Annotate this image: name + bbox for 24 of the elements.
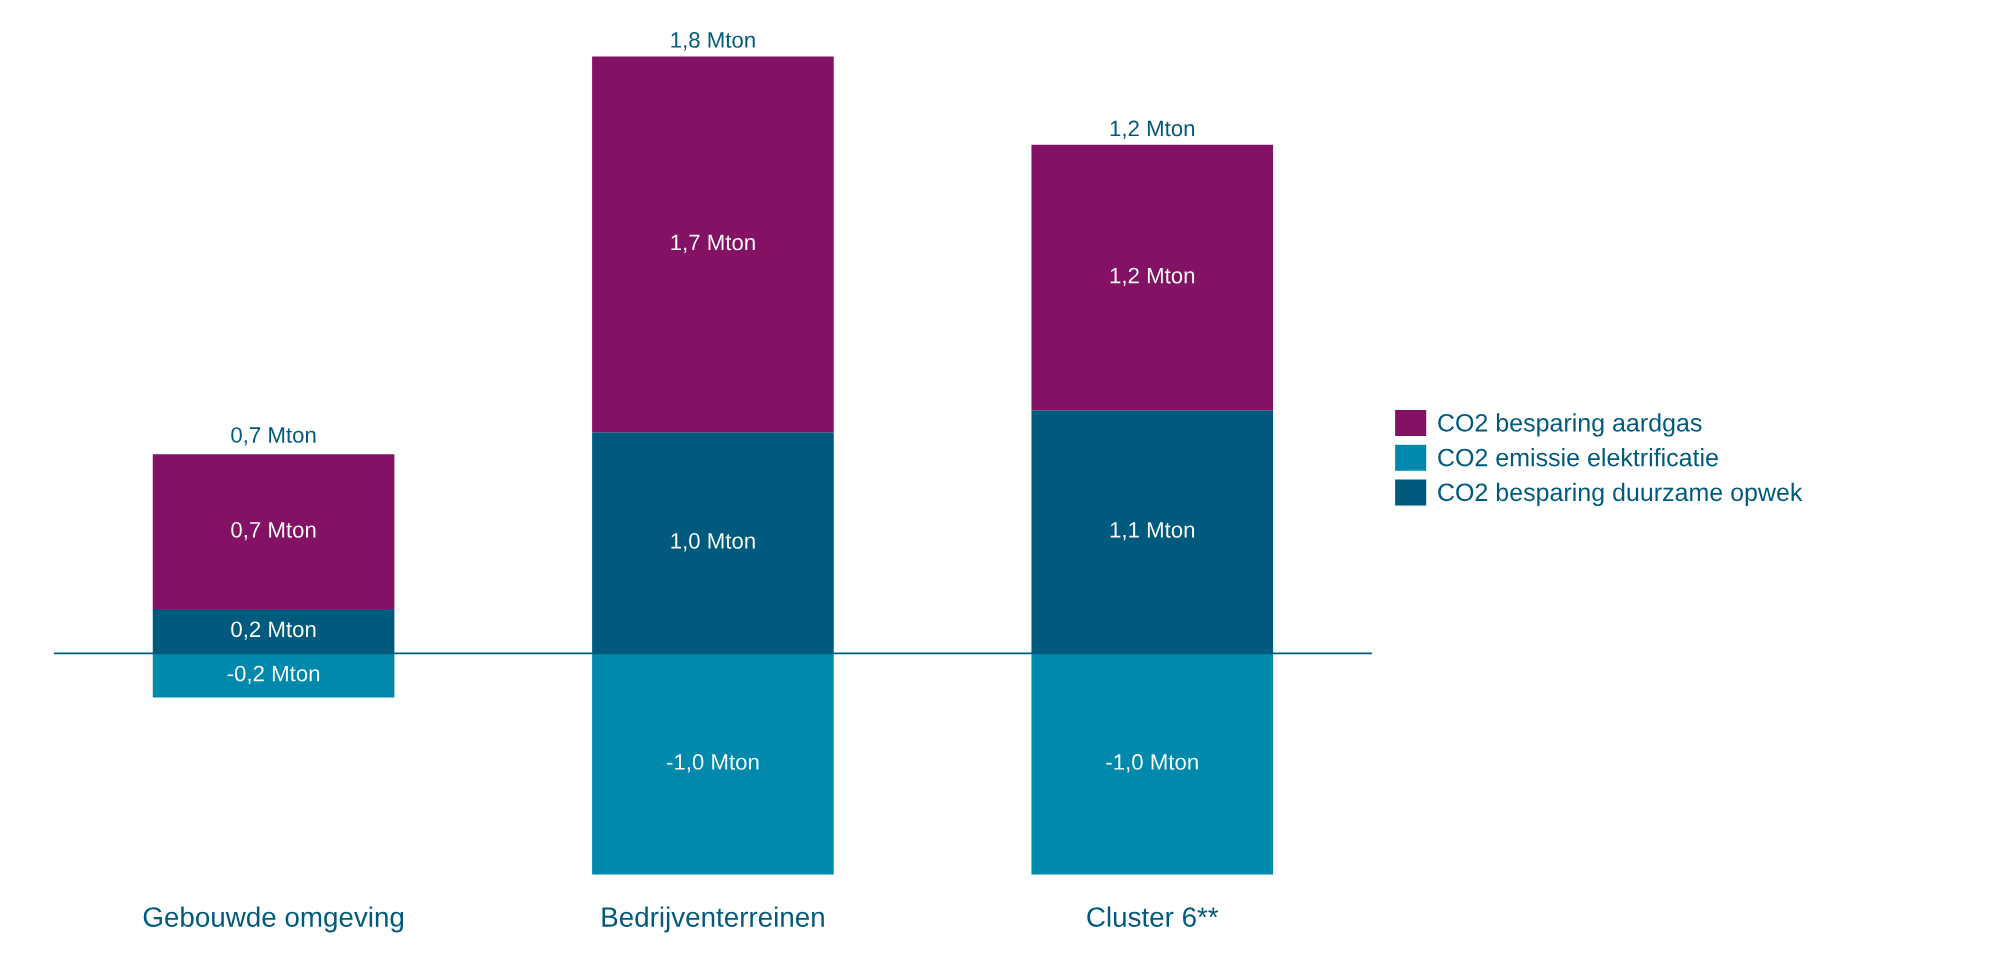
data-label: 0,7 Mton [231,521,316,541]
data-label: 1,7 Mton [671,234,755,253]
bar [152,454,395,610]
data-label: 1,0 Mton [671,533,755,552]
bar [1031,653,1274,875]
bar [592,653,834,875]
x-tick-label: Gebouwde omgeving [143,906,404,933]
legend-label: CO2 besparing aardgas [1438,413,1702,437]
x-tick-label: Bedrijventerreinen [602,906,824,933]
legend-label: CO2 besparing duurzame opwek [1438,482,1803,507]
data-label: -0,2 Mton [227,665,320,685]
total-label: 0,7 Mton [231,427,316,446]
data-label: 1,2 Mton [1110,267,1195,287]
x-tick-label: Cluster 6** [1087,906,1219,927]
annotation: 1,8 Mton [671,32,755,51]
data-label: 0,2 Mton [231,621,316,640]
bar [152,653,395,698]
data-label: -1,0 Mton [666,754,759,773]
bar [1031,144,1274,411]
data-label: -1,0 Mton [1106,754,1198,773]
data-label: 1,1 Mton [1110,522,1195,541]
legend-label: CO2 emissie elektrificatie [1438,448,1718,467]
annotation: 1,2 Mton [1110,120,1195,139]
bar [592,56,834,433]
